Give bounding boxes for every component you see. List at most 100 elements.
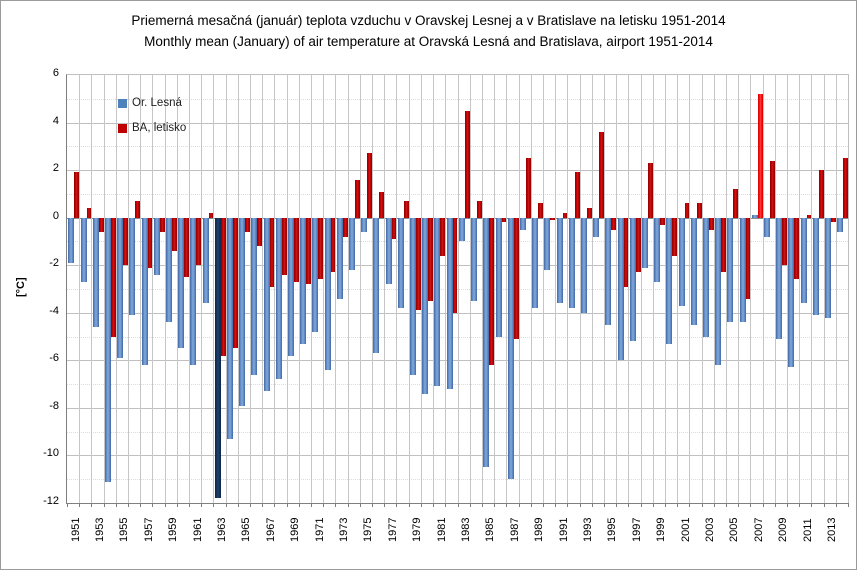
x-axis-tick-label: 1983 [460, 517, 472, 542]
x-axis-tick-label: 1993 [582, 517, 595, 542]
x-axis-tick-mark [91, 503, 93, 507]
y-axis-tick-label: -2 [49, 257, 59, 270]
x-axis-tick-mark [628, 503, 630, 507]
gridline-vertical [286, 75, 288, 503]
x-axis-tick-mark [652, 503, 654, 507]
x-axis-tick-mark [323, 503, 325, 507]
y-axis-tick-label: 4 [52, 114, 59, 127]
x-axis-tick-mark [201, 503, 203, 507]
gridline-vertical [274, 75, 276, 503]
gridline-vertical [677, 75, 679, 503]
legend-item-ba-letisko: BA, letisko [118, 122, 186, 134]
bar-or-lesna-1955 [117, 217, 124, 358]
x-axis-tick-mark [848, 503, 849, 507]
bar-or-lesna-1997 [629, 217, 636, 342]
gridline-vertical [579, 75, 581, 503]
bar-ba-letisko-1969 [294, 217, 299, 282]
gridline-vertical [164, 75, 166, 503]
x-axis-tick-label: 2003 [704, 517, 717, 542]
bar-or-lesna-2000 [666, 217, 673, 344]
bar-ba-letisko-1973 [342, 217, 348, 237]
bar-ba-letisko-2011 [806, 215, 812, 218]
bar-or-lesna-2003 [702, 217, 709, 337]
x-axis-tick-mark [164, 503, 166, 507]
bar-or-lesna-1960 [178, 217, 185, 349]
x-axis-tick-label: 1995 [606, 517, 619, 542]
x-axis-tick-mark [481, 503, 483, 507]
bar-or-lesna-1985 [483, 217, 490, 468]
x-axis-tick-label: 1997 [630, 517, 643, 542]
gridline-vertical [152, 75, 154, 503]
bar-ba-letisko-1983 [464, 110, 470, 218]
bar-or-lesna-1990 [544, 217, 551, 270]
x-axis-tick-label: 2013 [826, 517, 839, 542]
bar-or-lesna-2010 [788, 217, 795, 368]
x-axis-tick-mark [140, 503, 142, 507]
bar-ba-letisko-2009 [782, 217, 787, 266]
y-axis-tick-label: -4 [49, 304, 59, 317]
x-axis-tick-mark [274, 503, 276, 507]
x-axis-tick-mark [823, 503, 825, 507]
x-axis-tick-label: 2005 [728, 517, 741, 542]
bar-ba-letisko-1954 [111, 217, 116, 337]
x-axis-tick-label: 1973 [337, 517, 350, 542]
bar-or-lesna-1980 [422, 217, 429, 394]
bar-or-lesna-2012 [812, 217, 819, 316]
legend-label-ba-letisko: BA, letisko [132, 122, 187, 134]
gridline-vertical [189, 75, 191, 503]
gridline-vertical [347, 75, 349, 503]
y-axis-tick-label: -10 [43, 447, 59, 460]
gridline-vertical [750, 75, 752, 503]
gridline-vertical [786, 75, 788, 503]
gridline-vertical [311, 75, 313, 503]
bar-or-lesna-1974 [349, 217, 356, 270]
bar-or-lesna-1959 [166, 217, 173, 323]
bar-or-lesna-1971 [312, 217, 319, 332]
x-axis-tick-mark [408, 503, 410, 507]
x-axis-tick-mark [518, 503, 520, 507]
bar-or-lesna-1977 [385, 217, 392, 285]
bar-or-lesna-1982 [446, 217, 453, 389]
x-axis-tick-mark [298, 503, 300, 507]
x-axis-tick-mark [359, 503, 361, 507]
x-axis-tick-mark [262, 503, 264, 507]
gridline-vertical [762, 75, 764, 503]
x-axis-tick-label: 1957 [142, 517, 155, 542]
gridline-vertical [701, 75, 703, 503]
bar-or-lesna-2014 [837, 217, 844, 232]
gridline-vertical [506, 75, 508, 503]
x-axis-tick-mark [250, 503, 252, 507]
bar-or-lesna-1965 [239, 217, 246, 406]
x-axis-tick-label: 1959 [167, 517, 180, 542]
bar-ba-letisko-1993 [586, 208, 592, 218]
x-axis-tick-mark [616, 503, 618, 507]
bar-or-lesna-1998 [641, 217, 648, 268]
x-axis-tick-label: 1971 [313, 517, 326, 542]
gridline-vertical [518, 75, 520, 503]
gridline-vertical [774, 75, 776, 503]
bar-ba-letisko-1980 [428, 217, 434, 301]
bar-or-lesna-1996 [617, 217, 624, 361]
x-axis-tick-mark [128, 503, 130, 507]
gridline-vertical [738, 75, 740, 503]
bar-or-lesna-2013 [824, 217, 831, 318]
gridline-vertical [811, 75, 813, 503]
bar-ba-letisko-2007 [757, 94, 763, 218]
bar-ba-letisko-1999 [660, 217, 665, 225]
x-axis-tick-mark [640, 503, 642, 507]
bar-ba-letisko-1986 [501, 217, 507, 223]
x-axis-tick-mark [494, 503, 496, 507]
bar-ba-letisko-1956 [135, 201, 141, 218]
x-axis-tick-mark [420, 503, 422, 507]
gridline-vertical [140, 75, 142, 503]
x-axis-tick-label: 1977 [386, 517, 399, 542]
x-axis-tick-mark [738, 503, 740, 507]
x-axis-tick-mark [433, 503, 435, 507]
bar-or-lesna-1991 [556, 217, 563, 304]
bar-ba-letisko-1970 [306, 217, 312, 285]
bar-ba-letisko-1975 [367, 153, 373, 218]
gridline-vertical [359, 75, 361, 503]
gridline-vertical [237, 75, 239, 503]
gridline-vertical [494, 75, 496, 503]
